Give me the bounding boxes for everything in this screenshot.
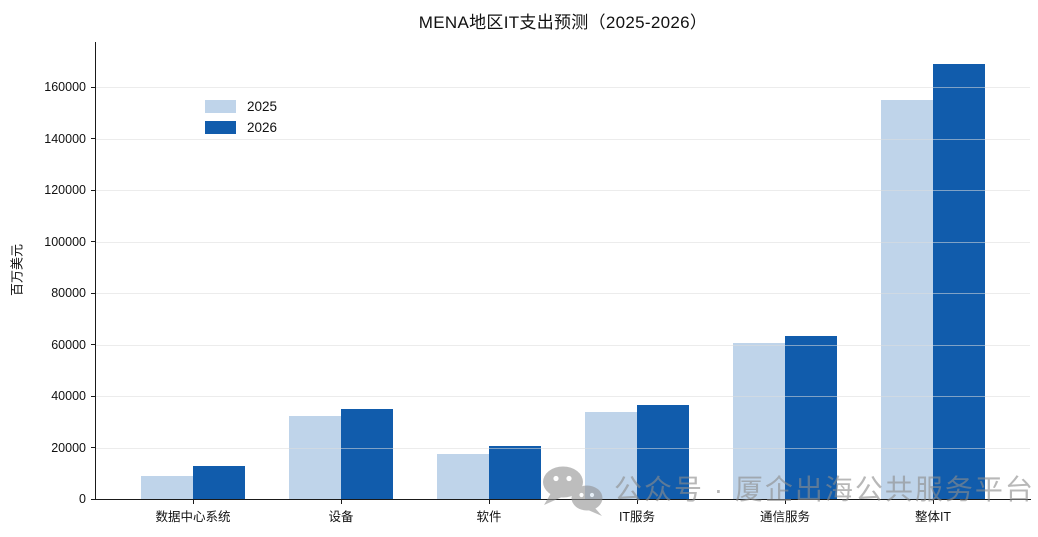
legend-swatch-2025: [205, 100, 236, 113]
gridline: [96, 396, 1030, 397]
y-tick-label: 100000: [44, 234, 86, 249]
x-tick-label-软件: 软件: [476, 510, 502, 524]
x-tick-mark: [340, 499, 342, 504]
x-tick-mark: [932, 499, 934, 504]
y-tick-mark: [91, 138, 96, 140]
gridline: [96, 344, 1030, 346]
y-tick-label: 160000: [44, 80, 86, 95]
y-tick-mark: [91, 447, 96, 449]
gridline: [96, 447, 1030, 449]
y-tick-label: 120000: [44, 183, 86, 198]
y-tick-mark: [91, 498, 96, 500]
bar-2026-数据中心系统: [193, 466, 245, 499]
y-axis-spine: [95, 42, 97, 500]
y-tick-mark: [91, 344, 96, 346]
x-tick-mark: [784, 499, 786, 504]
x-tick-mark: [488, 499, 490, 504]
bar-2026-IT服务: [637, 405, 689, 499]
y-tick-label: 60000: [51, 337, 86, 352]
y-tick-label: 80000: [51, 286, 86, 301]
x-tick-label-IT服务: IT服务: [618, 510, 656, 524]
legend-item-2026: 2026: [205, 117, 277, 138]
bar-2025-软件: [437, 453, 489, 499]
y-tick-mark: [91, 86, 96, 88]
bar-2025-IT服务: [585, 411, 637, 499]
y-tick-mark: [91, 395, 96, 397]
y-tick-label: 20000: [51, 440, 86, 455]
y-tick-mark: [91, 292, 96, 294]
x-tick-label-设备: 设备: [328, 510, 354, 524]
plot-area: 0 20000 40000 60000 80000 100000 120000 140000 1…: [44, 42, 1031, 524]
y-tick-mark: [91, 241, 96, 243]
gridline: [96, 190, 1030, 192]
y-axis-title: 百万美元: [9, 243, 25, 297]
bar-2025-设备: [289, 415, 341, 499]
legend-label-2026: 2026: [247, 120, 278, 135]
y-tick-label: 40000: [51, 389, 86, 403]
legend-label-2025: 2025: [247, 99, 278, 114]
bar-2025-数据中心系统: [141, 475, 193, 499]
legend-item-2025: 2025: [205, 96, 277, 117]
gridline: [96, 87, 1030, 89]
x-tick-label-整体IT: 整体IT: [914, 510, 952, 524]
x-tick-label-数据中心系统: 数据中心系统: [155, 510, 231, 524]
legend-swatch-2026: [205, 121, 236, 134]
x-tick-mark: [192, 499, 194, 504]
x-tick-label-通信服务: 通信服务: [759, 510, 811, 524]
bar-2026-通信服务: [785, 336, 837, 499]
y-tick-label: 140000: [44, 131, 86, 146]
legend: 2025 2026: [205, 96, 277, 138]
bar-2026-软件: [489, 446, 541, 499]
y-tick-label: 0: [79, 492, 86, 506]
y-tick-mark: [91, 189, 96, 191]
x-tick-mark: [636, 499, 638, 504]
gridline: [96, 241, 1030, 243]
gridline: [96, 138, 1030, 140]
chart-title: MENA地区IT支出预测（2025-2026）: [418, 13, 708, 32]
gridline: [96, 293, 1030, 295]
bar-2026-设备: [341, 408, 393, 499]
bar-2026-整体IT: [933, 63, 985, 499]
bar-2025-通信服务: [733, 342, 785, 499]
bar-2025-整体IT: [881, 99, 933, 499]
x-axis-spine: [95, 498, 1031, 500]
